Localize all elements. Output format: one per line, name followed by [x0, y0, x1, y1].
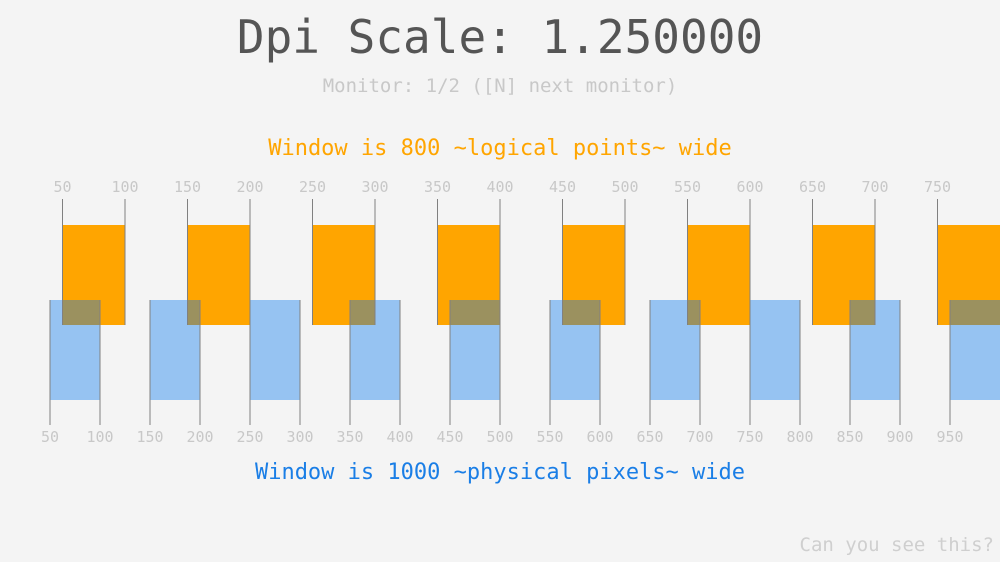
physical-width-label: Window is 1000 ~physical pixels~ wide [254, 460, 746, 485]
overlap-box [562, 300, 600, 325]
physical-tick-label: 450 [436, 428, 463, 446]
logical-tick-label: 150 [174, 178, 201, 196]
logical-tick-label: 750 [924, 178, 951, 196]
physical-tick-label: 700 [686, 428, 713, 446]
physical-box [750, 300, 800, 400]
logical-tick-label: 200 [236, 178, 263, 196]
logical-tick-label: 600 [736, 178, 763, 196]
logical-tick-label: 300 [361, 178, 388, 196]
physical-tick-label: 550 [536, 428, 563, 446]
physical-tick-label: 100 [86, 428, 113, 446]
physical-tick-label: 400 [386, 428, 413, 446]
overlap-box [350, 300, 375, 325]
physical-tick-label: 500 [486, 428, 513, 446]
logical-tick-label: 250 [299, 178, 326, 196]
physical-tick-label: 650 [636, 428, 663, 446]
physical-tick-label: 300 [286, 428, 313, 446]
physical-tick-label: 950 [936, 428, 963, 446]
overlap-box [187, 300, 200, 325]
overlap-box [62, 300, 100, 325]
physical-tick-label: 850 [836, 428, 863, 446]
overlap-box [850, 300, 875, 325]
physical-tick-label: 800 [786, 428, 813, 446]
overlap-box [950, 300, 1000, 325]
logical-width-label: Window is 800 ~logical points~ wide [268, 136, 732, 161]
physical-tick-label: 900 [886, 428, 913, 446]
corner-hint: Can you see this? [799, 534, 994, 556]
physical-tick-label: 50 [41, 428, 59, 446]
logical-tick-label: 400 [486, 178, 513, 196]
physical-tick-label: 150 [136, 428, 163, 446]
physical-tick-label: 250 [236, 428, 263, 446]
logical-tick-label: 550 [674, 178, 701, 196]
logical-tick-label: 650 [799, 178, 826, 196]
logical-tick-label: 500 [611, 178, 638, 196]
physical-tick-label: 350 [336, 428, 363, 446]
physical-box [250, 300, 300, 400]
logical-tick-label: 350 [424, 178, 451, 196]
logical-tick-label: 100 [111, 178, 138, 196]
monitor-info: Monitor: 1/2 ([N] next monitor) [322, 75, 678, 97]
logical-tick-label: 700 [861, 178, 888, 196]
physical-tick-label: 750 [736, 428, 763, 446]
logical-tick-label: 450 [549, 178, 576, 196]
physical-tick-label: 600 [586, 428, 613, 446]
physical-tick-label: 200 [186, 428, 213, 446]
logical-tick-label: 50 [53, 178, 71, 196]
overlap-box [687, 300, 700, 325]
overlap-box [450, 300, 500, 325]
dpi-scale-title: Dpi Scale: 1.250000 [236, 10, 764, 64]
